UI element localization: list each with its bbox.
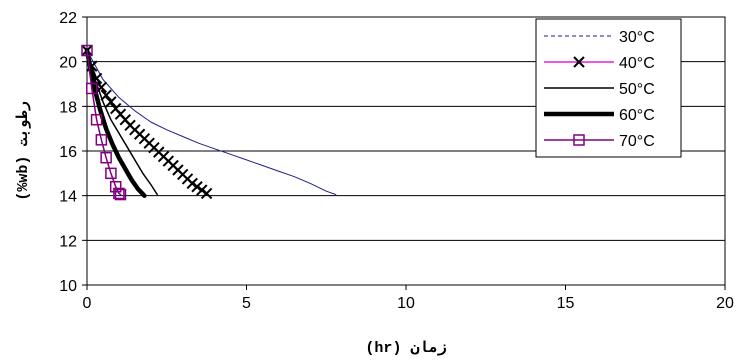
data-point-4-5 (105, 167, 117, 180)
series-30C (86, 50, 337, 195)
legend-label-2: 50°C (619, 81, 655, 98)
data-point-1-3 (95, 81, 108, 94)
data-point-4-7 (113, 187, 125, 200)
data-point-4-8 (114, 188, 127, 201)
data-point-1-25 (200, 187, 213, 200)
series-70C (81, 44, 127, 201)
x-tick-label-10: 10 (397, 295, 415, 312)
data-point-4-0 (81, 44, 93, 57)
legend-label-3: 60°C (619, 107, 655, 124)
data-point-1-24 (196, 184, 208, 196)
legend-label-4: 70°C (619, 133, 655, 150)
series-line-2 (86, 49, 158, 196)
y-axis-title: رطوبت (wb%) (15, 101, 32, 200)
y-tick-label-16: 16 (59, 144, 77, 161)
x-axis-title: زمان (hr) (365, 340, 446, 357)
series-line-3 (84, 48, 147, 198)
y-tick-label-12: 12 (59, 233, 77, 250)
x-tick-label-0: 0 (83, 295, 92, 312)
data-point-4-4 (100, 151, 112, 164)
series-60C (84, 48, 147, 198)
data-point-1-23 (191, 181, 203, 193)
legend-label-1: 40°C (619, 55, 655, 72)
y-tick-label-22: 22 (59, 10, 77, 27)
legend: 30°C 40°C 50°C 60°C 70°C (535, 18, 682, 158)
legend-marker-4 (573, 134, 585, 146)
legend-label-0: 30°C (619, 29, 655, 46)
x-tick-label-20: 20 (716, 295, 734, 312)
data-point-1-5 (105, 96, 117, 108)
y-tick-label-10: 10 (59, 278, 77, 295)
y-tick-label-20: 20 (59, 55, 77, 72)
series-line-0 (86, 50, 337, 195)
y-tick-label-18: 18 (59, 99, 77, 116)
data-point-4-2 (90, 113, 103, 126)
legend-marker-1 (573, 56, 585, 68)
tick-labels: 10 12 14 16 18 20 22 0 5 10 15 20 (59, 10, 734, 312)
series-group (81, 44, 337, 201)
data-point-4-3 (95, 134, 108, 146)
data-point-1-4 (100, 89, 112, 101)
y-tick-label-14: 14 (59, 189, 77, 206)
x-tick-label-5: 5 (242, 295, 251, 312)
data-point-4-1 (86, 82, 98, 95)
x-tick-label-15: 15 (557, 295, 575, 312)
data-point-1-22 (186, 177, 198, 190)
series-50C (86, 49, 158, 196)
